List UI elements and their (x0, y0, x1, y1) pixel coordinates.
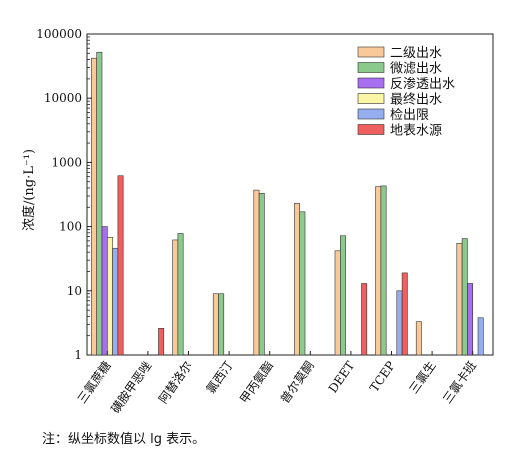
x-tick-label: TCEP (367, 359, 398, 395)
y-tick-label: 10000 (44, 91, 82, 105)
bar (361, 283, 368, 356)
bar (101, 226, 108, 356)
bar (253, 189, 260, 356)
bar (91, 57, 98, 356)
legend-swatch (357, 77, 385, 89)
legend-label: 地表水源 (390, 124, 442, 139)
bar (467, 283, 473, 356)
legend-label: 反渗透出水 (390, 77, 455, 92)
bar (212, 293, 219, 356)
legend-label: 检出限 (390, 108, 429, 123)
x-tick-label: 阿替洛尔 (155, 358, 195, 406)
x-tick-label: 磺胺甲恶唑 (108, 359, 154, 416)
bar (477, 317, 484, 356)
x-tick-label: DEET (326, 359, 358, 396)
x-tick-label: 甲丙氨酯 (237, 359, 276, 406)
bar (96, 51, 103, 356)
y-axis: 1 10 100 1000 10000 100000 (36, 27, 92, 362)
plot-area (86, 33, 494, 356)
bar (461, 238, 468, 356)
bar (396, 290, 403, 356)
legend-swatch (357, 108, 385, 120)
x-tick-label: 三氯蔗糖 (74, 358, 114, 406)
legend-label: 二级出水 (390, 46, 442, 61)
y-tick-label: 1000 (51, 155, 82, 169)
bar (117, 175, 124, 356)
bar (218, 293, 225, 356)
bar (456, 242, 463, 356)
bar (258, 193, 265, 356)
legend-swatch (357, 93, 385, 104)
bar (112, 247, 119, 356)
bar (107, 237, 113, 356)
bar (339, 235, 346, 356)
footnote: 注：纵坐标数值以 lg 表示。 (42, 432, 206, 447)
legend-swatch (357, 124, 385, 135)
plot-frame (86, 33, 494, 356)
y-tick-label: 10 (67, 284, 82, 298)
legend-swatch (357, 62, 385, 73)
bar (158, 328, 165, 356)
y-tick-label: 1 (74, 348, 82, 362)
x-tick-label: 氯西汀 (203, 359, 235, 397)
legend-label: 最终出水 (390, 92, 442, 108)
bar (401, 272, 408, 356)
x-tick-label: 普尔莫酮 (277, 358, 317, 406)
bar (415, 321, 422, 356)
bar (294, 203, 300, 356)
legend-label: 微滤出水 (390, 62, 442, 77)
bar (299, 211, 306, 356)
bar (172, 239, 179, 356)
legend-swatch (357, 46, 385, 58)
x-tick-label: 三氯卡班 (440, 359, 479, 406)
bar (177, 233, 184, 356)
x-tick-label: 三氯生 (406, 359, 438, 397)
bar (375, 186, 382, 356)
bar (334, 250, 341, 356)
y-axis-label: 浓度/(ng·L⁻¹) (21, 149, 37, 231)
y-tick-label: 100000 (36, 27, 82, 41)
bar (380, 185, 387, 356)
y-tick-label: 100 (59, 220, 82, 234)
